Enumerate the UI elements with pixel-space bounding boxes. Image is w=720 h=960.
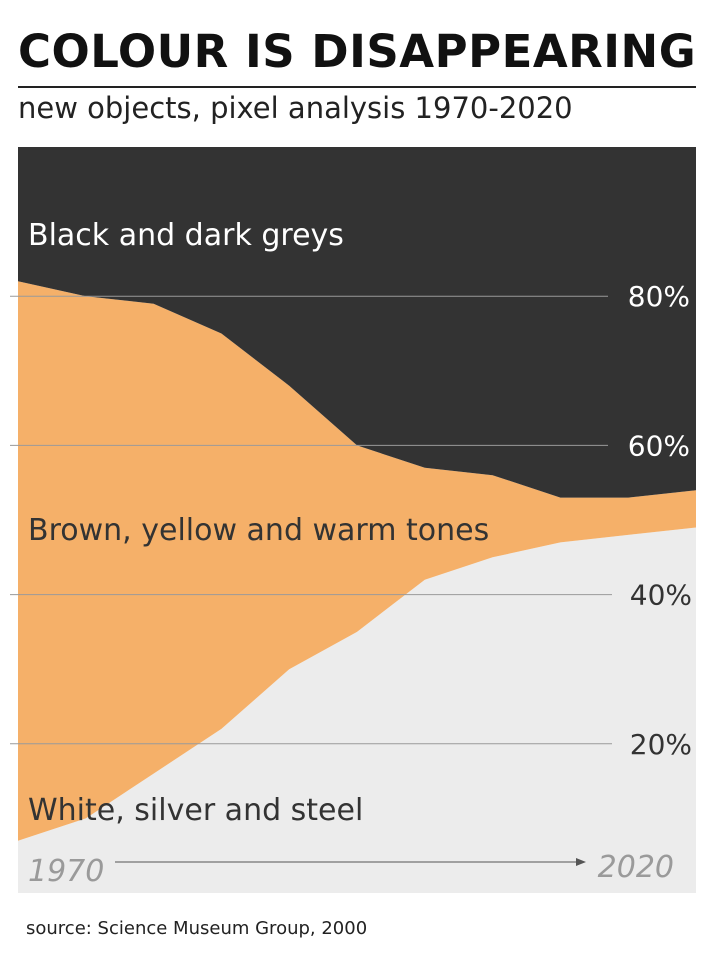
y-tick-label-20: 20% — [630, 728, 692, 761]
series-area-brown-yellow-and-warm-tones — [18, 281, 696, 841]
title-rule — [18, 86, 696, 88]
chart-subtitle: new objects, pixel analysis 1970-2020 — [18, 91, 573, 125]
series-label-brown: Brown, yellow and warm tones — [28, 513, 489, 548]
x-label-end: 2020 — [598, 850, 674, 885]
series-label-white: White, silver and steel — [28, 793, 363, 828]
chart-areas — [18, 147, 696, 893]
y-tick-label-60: 60% — [628, 429, 690, 462]
chart-title: COLOUR IS DISAPPEARING — [18, 25, 697, 78]
y-tick-label-40: 40% — [630, 579, 692, 612]
series-label-black: Black and dark greys — [28, 218, 344, 253]
series-area-white-silver-and-steel — [18, 527, 696, 893]
x-axis-arrow-head — [576, 858, 586, 866]
y-tick-label-80: 80% — [628, 280, 690, 313]
chart-labels: 80% 60% 40% 20% White, silver and steel Brown… — [28, 218, 692, 889]
source-note: source: Science Museum Group, 2000 — [26, 918, 368, 939]
chart-gridlines — [10, 295, 612, 745]
series-area-black-and-dark-greys — [18, 147, 696, 498]
x-label-start: 1970 — [28, 854, 104, 889]
